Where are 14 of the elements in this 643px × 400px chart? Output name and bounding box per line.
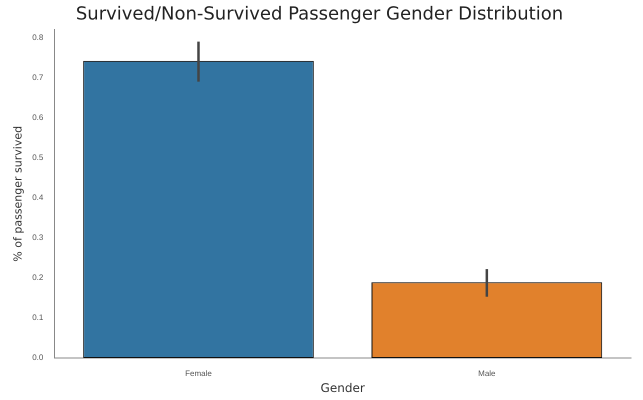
y-tick-label: 0.2 — [32, 273, 44, 282]
x-axis-title: Gender — [320, 380, 365, 395]
y-tick-label: 0.7 — [32, 72, 44, 82]
x-tick-label: Male — [478, 369, 496, 378]
chart-title: Survived/Non-Survived Passenger Gender Distribution — [76, 3, 564, 24]
y-tick-label: 0.5 — [32, 152, 44, 162]
y-tick-label: 0.1 — [32, 313, 44, 322]
y-tick-label: 0.0 — [32, 353, 44, 362]
y-axis-title: % of passenger survived — [11, 126, 24, 262]
x-tick-label: Female — [185, 369, 212, 378]
y-tick-label: 0.6 — [32, 112, 44, 122]
y-tick-label: 0.8 — [32, 32, 44, 42]
y-tick-label: 0.4 — [32, 193, 44, 202]
y-tick-label: 0.3 — [32, 233, 44, 242]
